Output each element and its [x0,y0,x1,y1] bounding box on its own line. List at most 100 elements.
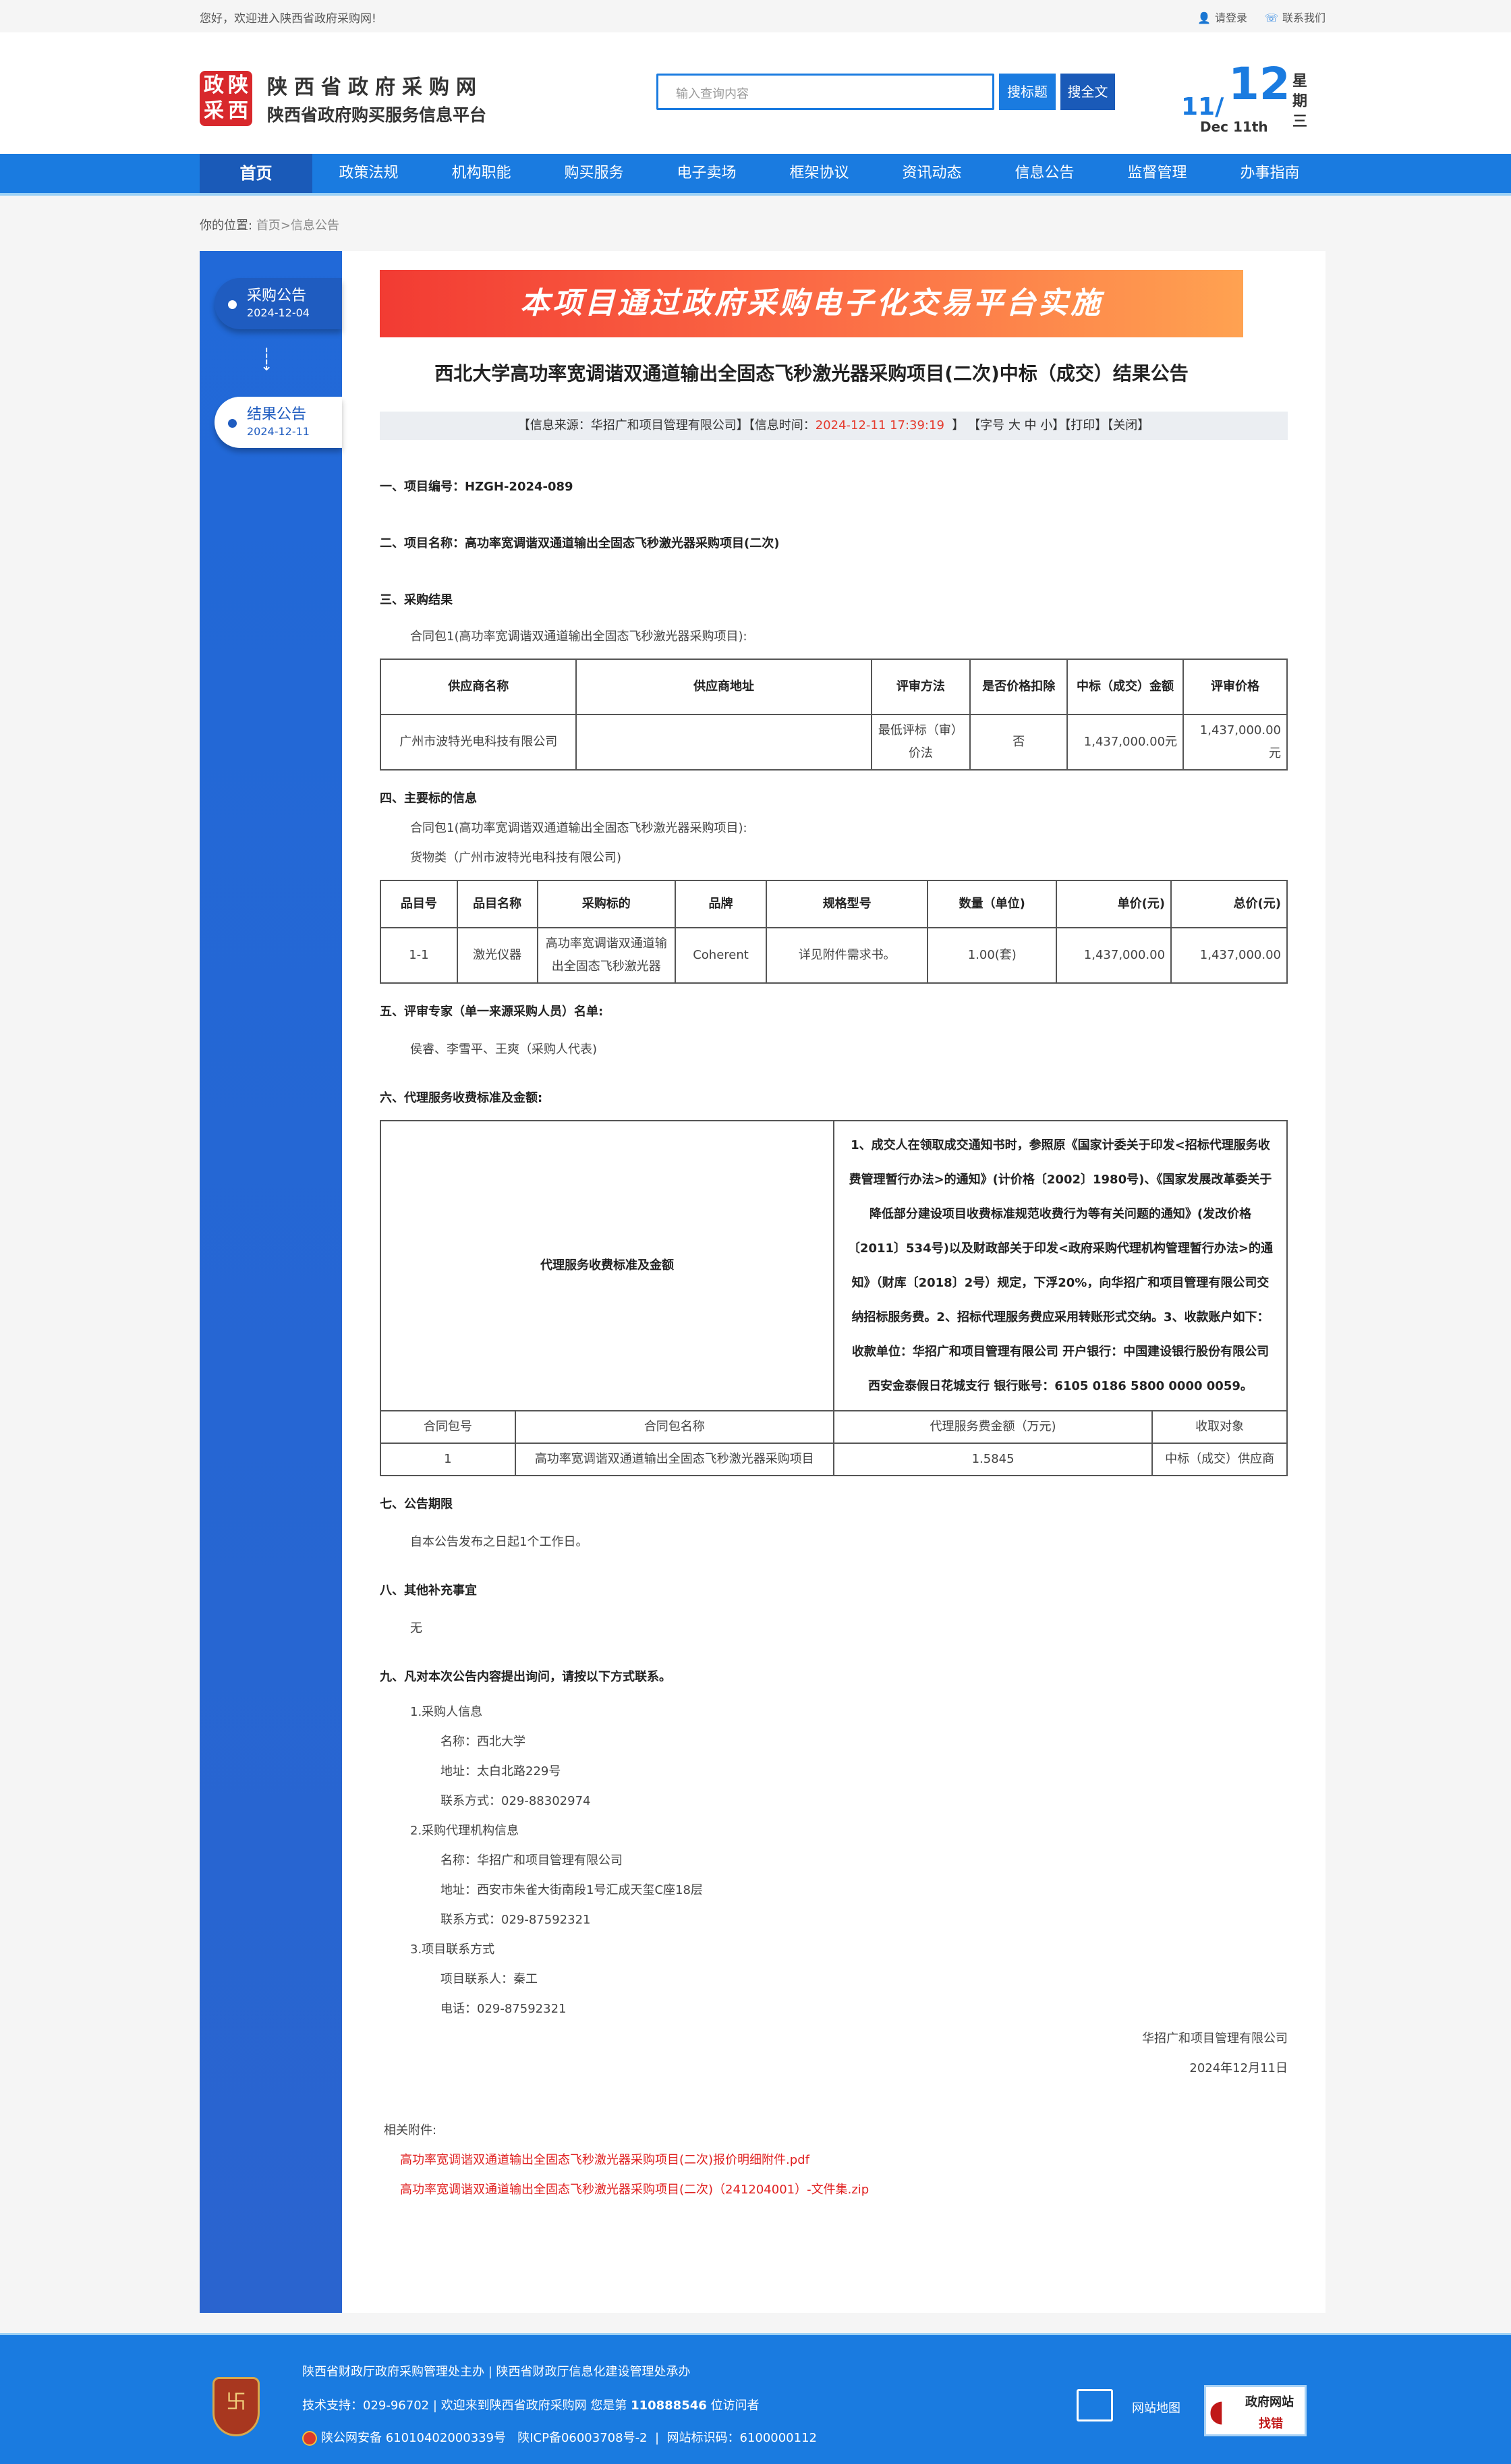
contact-label: 联系我们 [1282,11,1325,24]
print-button[interactable]: 【打印】 [1064,418,1108,432]
col-header: 评审方法 [870,659,971,715]
icp-text[interactable]: 陕公网安备 61010402000339号 陕ICP备06003708号-2 |… [321,2431,817,2445]
result-table: 供应商名称 供应商地址 评审方法 是否价格扣除 中标（成交）金额 评审价格 广州市波特光电… [379,659,1288,771]
party-gov-emblem[interactable]: 卐 [212,2377,260,2436]
section-heading: 五、评审专家（单一来源采购人员）名单: [380,1005,604,1019]
col-header: 品目号 [380,880,458,928]
breadcrumb-current[interactable]: 信息公告 [290,219,339,233]
cell: 高功率宽调谐双通道输出全固态飞秒激光器 [536,927,677,984]
nav-purchase-services[interactable]: 购买服务 [564,165,624,181]
header: 政陕采西 陕西省政府采购网 陕西省政府购买服务信息平台 输入查询内容 搜标题 搜… [0,32,1511,154]
dot-icon [228,419,237,428]
table-row: 1-1 激光仪器 高功率宽调谐双通道输出全固态飞秒激光器 Coherent 详见附件需求… [380,927,1288,984]
timeline-label: 采购公告 [247,287,307,304]
col-header: 采购标的 [536,880,677,928]
site-logo[interactable]: 政陕采西 [200,71,252,126]
report-error-badge[interactable]: ◖ 政府网站 找错 [1204,2385,1307,2436]
top-bar: 您好，欢迎进入陕西省政府采购网! 👤 请登录 ☏ 联系我们 [0,0,1511,32]
section-heading: 九、凡对本次公告内容提出询问，请按以下方式联系。 [380,1670,671,1684]
project-contact: 项目联系人：秦工 [440,1972,538,1986]
breadcrumb-home[interactable]: 首页 [256,219,281,233]
project-phone: 电话：029-87592321 [440,2002,567,2016]
footer: 卐 陕西省财政厅政府采购管理处主办 | 陕西省财政厅信息化建设管理处承办 技术支… [0,2333,1511,2464]
timeline-item-procurement[interactable]: 采购公告 2024-12-04 [215,278,342,329]
logo-char: 采 [204,99,224,123]
nav-framework[interactable]: 框架协议 [789,165,849,181]
login-label: 请登录 [1214,11,1247,24]
nav-guide[interactable]: 办事指南 [1240,165,1300,181]
cell: 激光仪器 [456,927,538,984]
contact-link[interactable]: ☏ 联系我们 [1265,9,1325,25]
info-bar: 【信息来源：华招广和项目管理有限公司】【信息时间：2024-12-11 17:3… [380,412,1288,440]
phone-icon: ☏ [1264,11,1278,24]
nav-agencies[interactable]: 机构职能 [451,165,511,181]
close-button[interactable]: 【关闭】 [1107,418,1150,432]
fee-label: 代理服务收费标准及金额 [380,1120,834,1411]
nav-e-mall[interactable]: 电子卖场 [677,165,737,181]
sitemap-icon[interactable] [1077,2389,1113,2421]
col-header: 总价(元) [1170,880,1288,928]
main-panel: 采购公告 2024-12-04 ┆ ⇣ 结果公告 2024-12-11 本项目通过… [200,251,1325,2313]
date-english: Dec 11th [1200,119,1268,135]
sitemap-link[interactable]: 网站地图 [1132,2401,1180,2415]
timeline-item-result[interactable]: 结果公告 2024-12-11 [215,397,342,448]
nav-announcements[interactable]: 信息公告 [1015,165,1075,181]
category-label: 货物类（广州市波特光电科技有限公司) [410,851,622,865]
info-source: 【信息来源：华招广和项目管理有限公司】 [517,418,749,432]
nav-supervision[interactable]: 监督管理 [1127,165,1187,181]
col-header: 是否价格扣除 [969,659,1068,715]
search-title-button[interactable]: 搜标题 [999,74,1056,110]
section-heading: 七、公告期限 [380,1497,453,1511]
timeline-date: 2024-12-11 [247,425,310,438]
footer-support: 技术支持：029-96702 | 欢迎来到陕西省政府采购网 您是第 110888… [302,2396,760,2413]
agency-title: 2.采购代理机构信息 [410,1824,519,1838]
timeline-sidebar: 采购公告 2024-12-04 ┆ ⇣ 结果公告 2024-12-11 [200,251,342,2313]
logo-char: 陕 [228,74,248,97]
search-fulltext-button[interactable]: 搜全文 [1060,74,1115,110]
user-icon: 👤 [1197,11,1211,24]
cell: 中标（成交）供应商 [1151,1443,1288,1476]
attachment-link[interactable]: 高功率宽调谐双通道输出全固态飞秒激光器采购项目(二次)（241204001）-文… [400,2183,869,2197]
attachments-label: 相关附件: [384,2123,437,2137]
cell: 否 [969,714,1068,771]
cell: 详见附件需求书。 [765,927,929,984]
info-time-label: 【信息时间： [748,418,816,432]
col-header: 代理服务费金额（万元) [832,1410,1153,1444]
expert-names: 侯睿、李雪平、王爽（采购人代表) [410,1042,598,1057]
cell: 1.00(套) [927,927,1058,984]
welcome-text: 您好，欢迎进入陕西省政府采购网! [200,12,376,26]
police-badge-icon [302,2431,317,2446]
nav-home[interactable]: 首页 [200,154,312,193]
project-number: 一、项目编号：HZGH-2024-089 [380,480,573,494]
col-header: 供应商地址 [575,659,872,715]
buyer-title: 1.采购人信息 [410,1705,483,1719]
cell: 1,437,000.00元 [1182,714,1288,771]
login-link[interactable]: 👤 请登录 [1197,9,1247,25]
buyer-phone: 联系方式：029-88302974 [440,1794,591,1808]
nav-news[interactable]: 资讯动态 [902,165,962,181]
page-title: 西北大学高功率宽调谐双通道输出全固态飞秒激光器采购项目(二次)中标（成交）结果公… [434,362,1189,385]
cell: 1,437,000.00元 [1066,714,1185,771]
breadcrumb: 你的位置: 首页>信息公告 [200,216,339,233]
e-platform-banner: 本项目通过政府采购电子化交易平台实施 [380,270,1243,337]
section-heading: 八、其他补充事宜 [380,1584,477,1598]
col-header: 品牌 [675,880,767,928]
cell: 1,437,000.00 [1056,927,1172,984]
buyer-address: 地址：太白北路229号 [440,1764,561,1779]
col-header: 单价(元) [1056,880,1172,928]
timeline-date: 2024-12-04 [247,306,310,319]
package-label: 合同包1(高功率宽调谐双通道输出全固态飞秒激光器采购项目): [410,629,747,644]
logo-char: 西 [228,99,248,123]
cell: 高功率宽调谐双通道输出全固态飞秒激光器采购项目 [514,1443,834,1476]
col-header: 中标（成交）金额 [1066,659,1185,715]
col-header: 品目名称 [456,880,538,928]
attachment-link[interactable]: 高功率宽调谐双通道输出全固态飞秒激光器采购项目(二次)报价明细附件.pdf [400,2153,809,2167]
info-time-end: 】 [952,418,965,432]
font-size-control[interactable]: 【字号 大 中 小】 [968,418,1065,432]
project-name: 二、项目名称：高功率宽调谐双通道输出全固态飞秒激光器采购项目(二次) [380,536,780,551]
nav-policy[interactable]: 政策法规 [339,165,399,181]
search-input[interactable]: 输入查询内容 [656,74,994,110]
agency-name: 名称：华招广和项目管理有限公司 [440,1853,623,1868]
cell: 1-1 [380,927,458,984]
date-month: 11/ [1181,93,1224,121]
